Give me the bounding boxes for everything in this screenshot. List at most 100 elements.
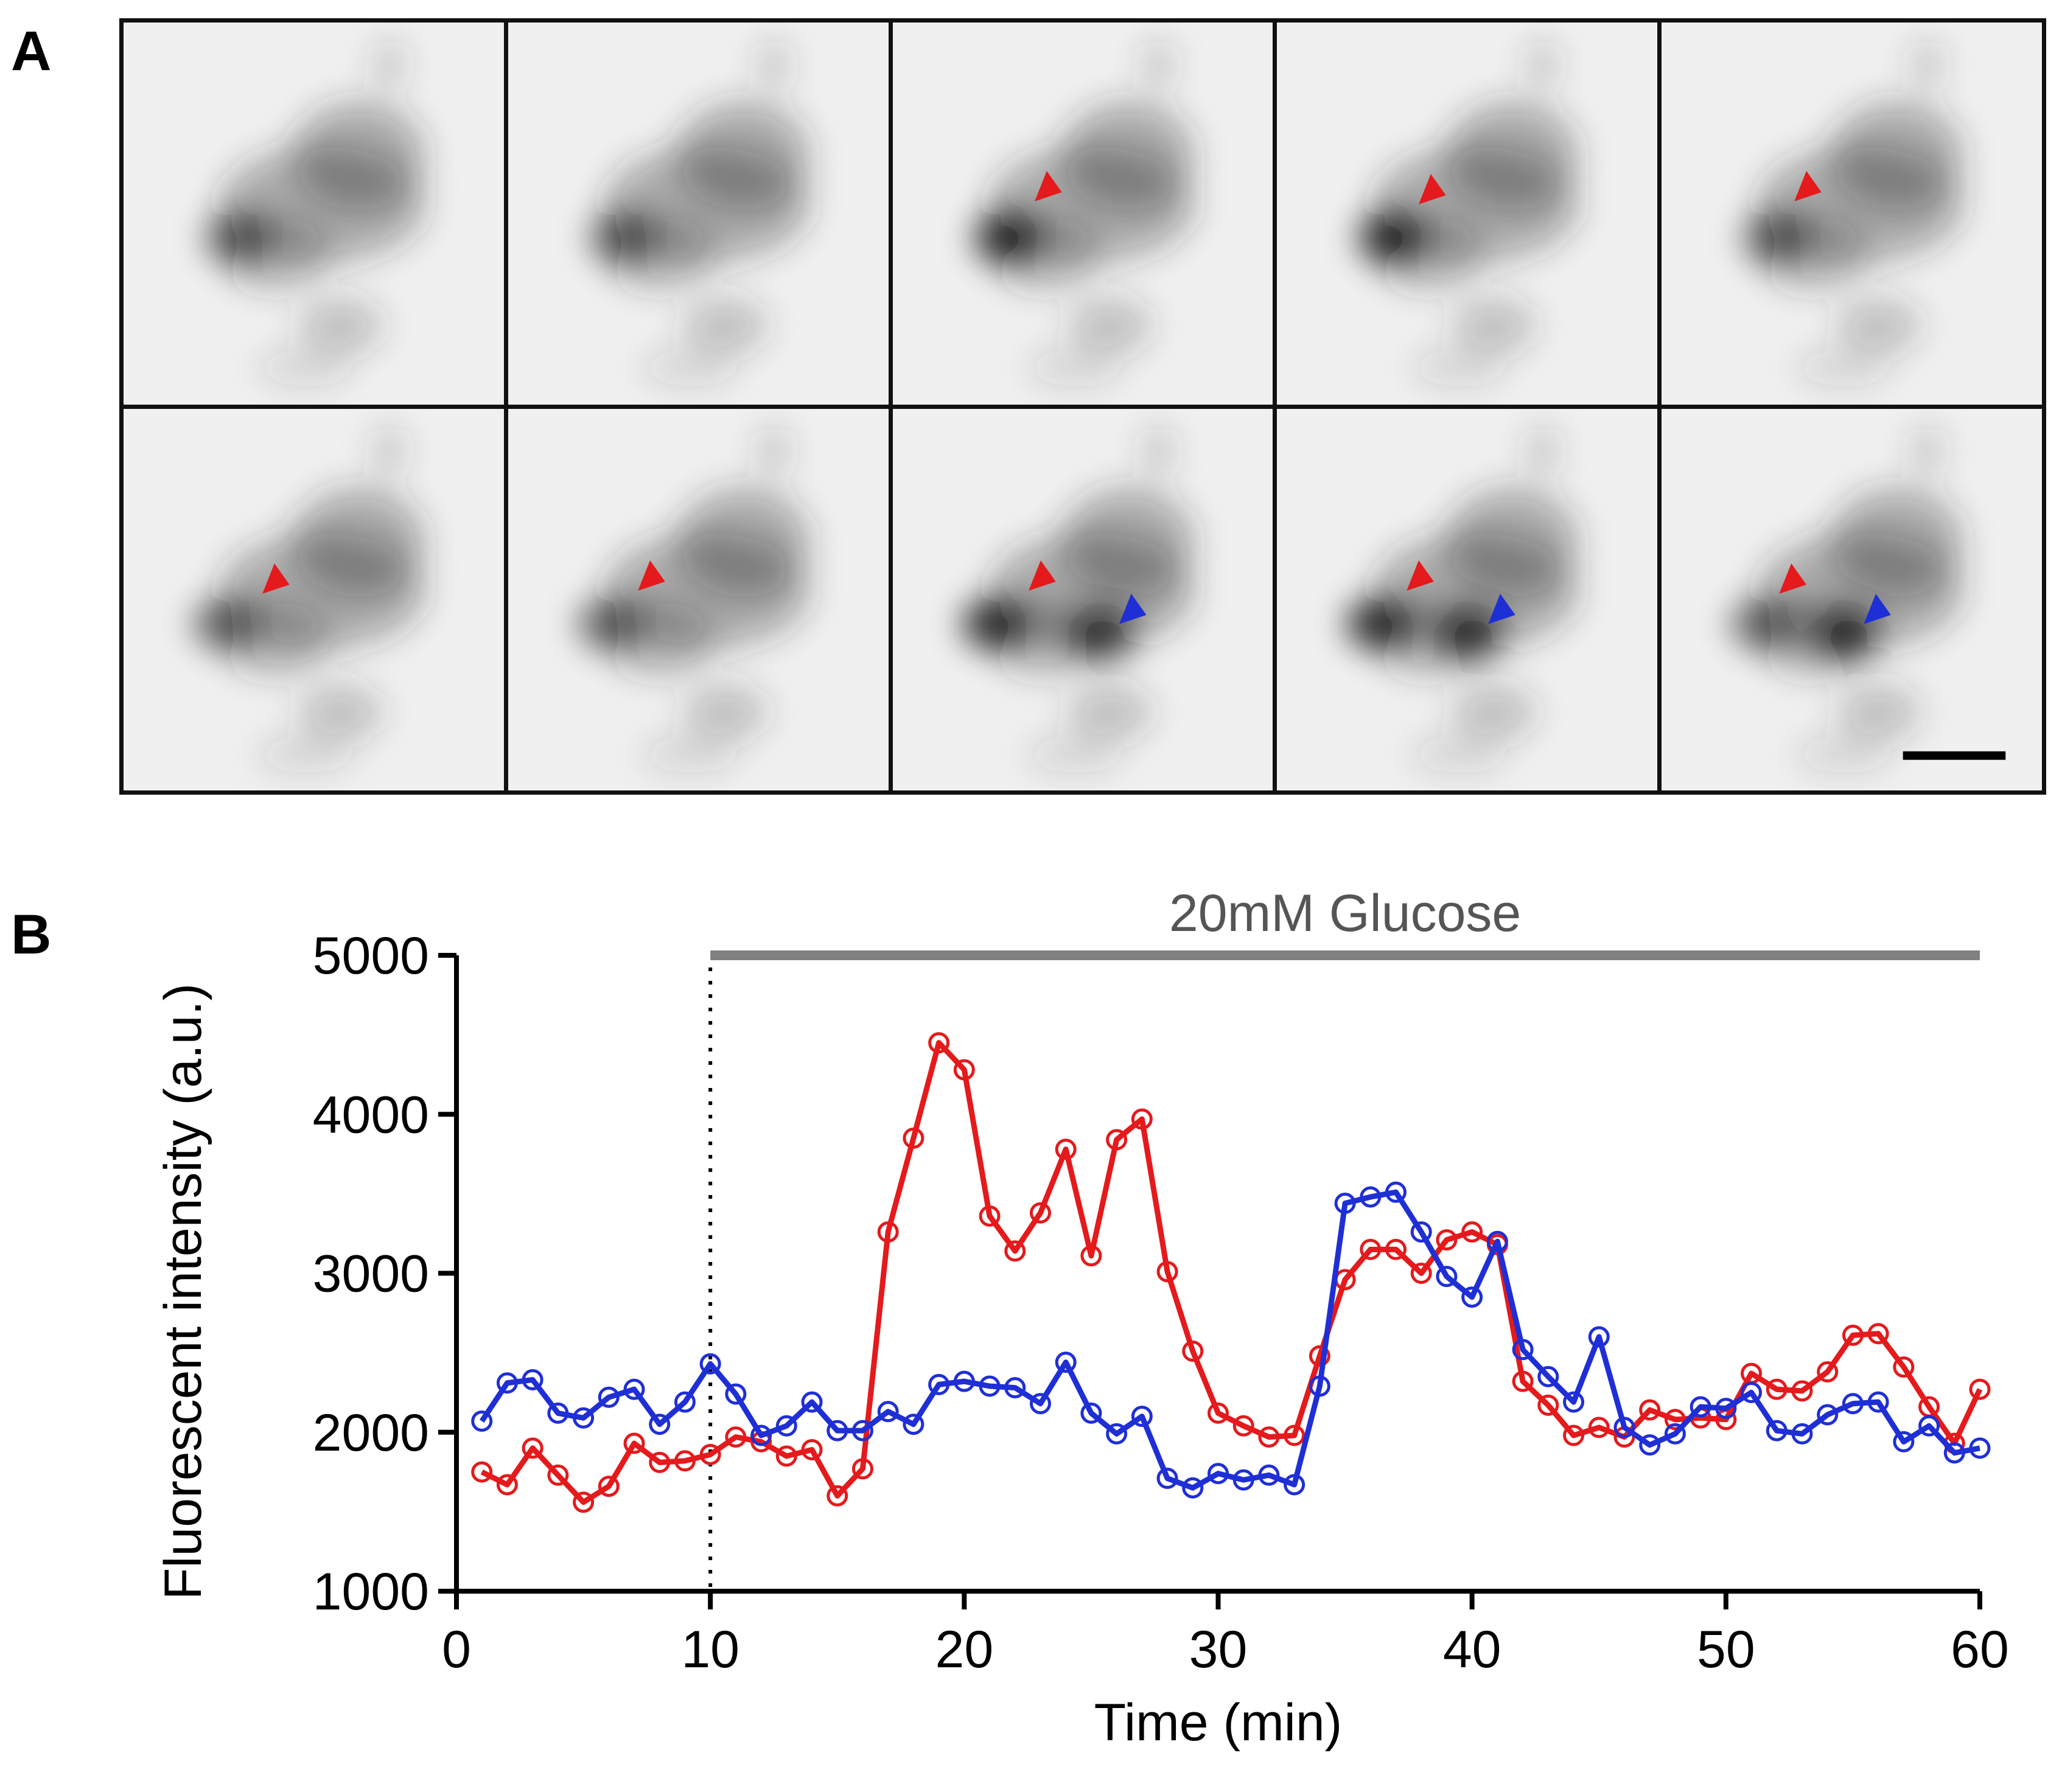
y-tick-label: 1000 xyxy=(313,1563,429,1621)
blue-series-point xyxy=(573,1407,595,1429)
red-series-point xyxy=(1512,1370,1534,1392)
blue-series-point xyxy=(1943,1442,1965,1464)
red-series-point xyxy=(623,1432,645,1454)
red-series-point xyxy=(1791,1380,1813,1402)
red-series-point xyxy=(1766,1378,1788,1400)
red-series-point xyxy=(1258,1426,1280,1448)
red-series-point xyxy=(699,1443,721,1465)
blue-series-point xyxy=(522,1369,543,1391)
x-axis-label: Time (min) xyxy=(1094,1693,1343,1752)
blue-series-point xyxy=(1766,1420,1788,1442)
micro-frame-6 xyxy=(124,408,504,790)
red-series-point xyxy=(573,1491,595,1513)
red-series-point xyxy=(1664,1409,1686,1431)
blue-series-point xyxy=(1156,1468,1178,1490)
red-arrowhead-marker xyxy=(1407,560,1435,591)
y-tick-label: 5000 xyxy=(313,927,429,985)
blue-series-point xyxy=(1055,1351,1077,1373)
cell-fluorescence xyxy=(1731,427,1964,773)
blue-series-point xyxy=(1461,1286,1483,1308)
red-arrowhead-marker xyxy=(1794,171,1822,201)
red-series-point xyxy=(649,1451,671,1473)
blue-series-point xyxy=(1537,1365,1559,1387)
blue-series-point xyxy=(1664,1423,1686,1445)
blue-arrowhead-marker xyxy=(1864,593,1892,624)
red-series-point xyxy=(1969,1378,1991,1400)
red-series-line xyxy=(480,1040,1983,1505)
blue-series-point xyxy=(750,1424,772,1446)
red-series-point xyxy=(1360,1238,1382,1260)
blue-series-point xyxy=(1029,1393,1051,1415)
blue-series-point xyxy=(496,1372,518,1394)
blue-series-point xyxy=(801,1391,823,1413)
blue-series-point xyxy=(775,1415,797,1437)
blue-series-point xyxy=(1258,1464,1280,1486)
blue-arrowhead-marker xyxy=(1488,593,1516,624)
y-tick-label: 2000 xyxy=(313,1404,429,1462)
red-series-point xyxy=(522,1437,543,1459)
x-tick-label: 40 xyxy=(1443,1620,1501,1679)
red-series-point xyxy=(1588,1417,1610,1438)
blue-series-point xyxy=(1080,1402,1102,1424)
blue-series-point xyxy=(699,1353,721,1375)
blue-series-point xyxy=(1893,1431,1915,1452)
red-series-point xyxy=(496,1474,518,1496)
red-series-point xyxy=(1817,1361,1839,1382)
blue-series-point xyxy=(1284,1474,1305,1496)
red-series-point xyxy=(903,1127,924,1149)
red-series-point xyxy=(1131,1108,1153,1130)
micro-frame-8 xyxy=(892,408,1273,790)
y-axis-label: Fluorescent intensity (a.u.) xyxy=(154,983,212,1600)
red-arrowhead-marker xyxy=(638,560,665,591)
red-series-point xyxy=(979,1205,1001,1227)
blue-series-point xyxy=(547,1402,569,1424)
red-series-point xyxy=(547,1464,569,1486)
cell-fluorescence xyxy=(577,427,810,773)
blue-series-point xyxy=(851,1420,873,1442)
blue-series-point xyxy=(1741,1381,1763,1403)
blue-series-point xyxy=(1385,1181,1407,1203)
cell-fluorescence xyxy=(1743,40,1964,386)
red-series-point xyxy=(1893,1356,1915,1378)
blue-series-point xyxy=(1512,1339,1534,1361)
panel-a-label: A xyxy=(11,20,52,82)
panel-b-label: B xyxy=(11,904,52,966)
red-series-point xyxy=(1918,1396,1940,1418)
y-tick-label: 4000 xyxy=(313,1086,429,1144)
blue-series-point xyxy=(1486,1230,1508,1252)
micro-frame-4 xyxy=(1277,23,1658,405)
micro-frame-5 xyxy=(1662,23,2042,405)
blue-series-point xyxy=(725,1383,747,1405)
red-arrowhead-marker xyxy=(1034,171,1062,201)
red-series-point xyxy=(1080,1245,1102,1267)
blue-series-point xyxy=(877,1401,899,1423)
x-tick-label: 10 xyxy=(681,1620,739,1679)
red-series-point xyxy=(1639,1399,1661,1421)
red-arrowhead-marker xyxy=(1028,560,1056,591)
blue-series-point xyxy=(623,1378,645,1400)
red-series-point xyxy=(1029,1202,1051,1224)
blue-series-point xyxy=(928,1373,950,1395)
micro-frame-10 xyxy=(1662,408,2042,790)
red-series-point xyxy=(928,1032,950,1054)
microscopy-image-grid xyxy=(119,18,2046,795)
cell-fluorescence xyxy=(589,40,810,386)
blue-series-point xyxy=(1791,1423,1813,1445)
blue-series-point xyxy=(1639,1434,1661,1456)
blue-series-point xyxy=(1563,1391,1585,1413)
red-series-point xyxy=(1232,1415,1254,1437)
blue-series-point xyxy=(1690,1396,1711,1418)
blue-series-point xyxy=(1004,1377,1026,1399)
x-tick-label: 60 xyxy=(1951,1620,2009,1679)
x-tick-label: 50 xyxy=(1697,1620,1755,1679)
red-series-point xyxy=(1106,1129,1128,1151)
glucose-annotation-label: 20mM Glucose xyxy=(1169,884,1521,943)
blue-series-point xyxy=(1309,1375,1330,1397)
blue-series-point xyxy=(979,1375,1001,1397)
cell-fluorescence xyxy=(1346,427,1579,773)
red-series-point xyxy=(1461,1221,1483,1243)
blue-series-point xyxy=(827,1420,848,1442)
red-series-point xyxy=(674,1450,696,1472)
red-series-point xyxy=(1410,1263,1432,1284)
blue-series-point xyxy=(1842,1393,1864,1415)
